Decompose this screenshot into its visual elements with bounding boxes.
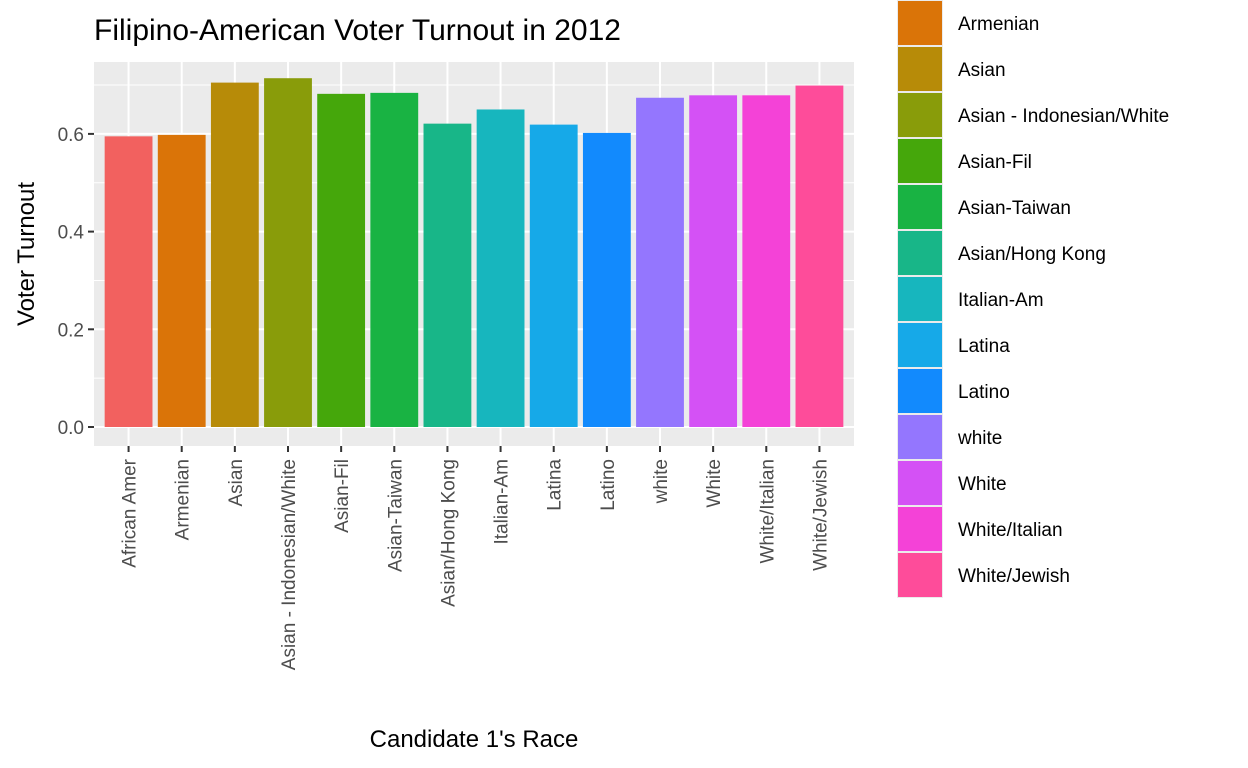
y-tick-label: 0.4 (58, 223, 85, 244)
legend-swatch (898, 139, 942, 183)
x-tick-label: white (651, 459, 672, 504)
bar (264, 78, 312, 427)
bar (636, 97, 684, 427)
bar (742, 95, 791, 427)
legend-label: Asian (958, 60, 1006, 81)
x-tick-label: Armenian (173, 459, 194, 540)
bar (317, 93, 366, 427)
bar (370, 92, 419, 427)
chart-title: Filipino-American Voter Turnout in 2012 (94, 14, 621, 47)
x-axis: African Amer Armenian Asian Asian - Indones… (120, 446, 831, 670)
legend-label: Asian/Hong Kong (958, 244, 1106, 265)
legend-swatch (898, 47, 942, 91)
x-tick-label: Latino (598, 459, 619, 511)
legend-label: Italian-Am (958, 290, 1044, 311)
legend-label: Asian-Taiwan (958, 198, 1071, 219)
bar (795, 85, 844, 427)
x-tick-label: Asian-Fil (332, 459, 353, 533)
legend-label: White/Italian (958, 520, 1063, 541)
y-tick-label: 0.6 (58, 125, 84, 146)
legend-swatch (898, 507, 942, 551)
bars (104, 78, 844, 428)
legend-label: white (957, 428, 1002, 449)
x-tick-label: Asian-Taiwan (385, 459, 406, 572)
legend-label: Latina (958, 336, 1010, 357)
x-axis-label: Candidate 1's Race (370, 726, 579, 753)
bar (104, 136, 153, 427)
bar (423, 123, 472, 427)
legend-swatch (898, 185, 942, 229)
legend-swatch (898, 415, 942, 459)
legend-swatch (898, 461, 942, 505)
y-axis-label: Voter Turnout (13, 182, 40, 326)
bar (210, 82, 259, 428)
x-tick-label: African Amer (120, 458, 141, 567)
legend-swatch (898, 231, 942, 275)
legend: Armenian Asian Asian - Indonesian/White Asi… (897, 0, 1169, 598)
x-tick-label: Asian (226, 459, 247, 507)
x-tick-label: Italian-Am (492, 459, 513, 545)
legend-label: Latino (958, 382, 1010, 403)
x-tick-label: Asian/Hong Kong (438, 459, 459, 607)
legend-label: White (958, 474, 1007, 495)
bar (476, 109, 525, 427)
bar (689, 95, 738, 427)
legend-swatch (898, 1, 942, 45)
y-axis: 0.0 0.2 0.4 0.6 (58, 125, 94, 439)
x-tick-label: White/Jewish (810, 459, 831, 571)
legend-label: White/Jewish (958, 566, 1070, 587)
legend-swatch (898, 369, 942, 413)
x-tick-label: Asian - Indonesian/White (279, 459, 300, 670)
bar (529, 124, 578, 427)
plot-panel (94, 62, 854, 446)
x-tick-label: White/Italian (757, 459, 778, 564)
bar (582, 132, 631, 427)
legend-label: Armenian (958, 14, 1039, 35)
legend-label: Asian - Indonesian/White (958, 106, 1169, 127)
legend-label: Asian-Fil (958, 152, 1032, 173)
legend-swatch (898, 93, 942, 137)
x-tick-label: Latina (545, 459, 566, 511)
legend-swatch (898, 277, 942, 321)
y-tick-label: 0.2 (58, 320, 84, 341)
x-tick-label: White (704, 459, 725, 508)
legend-swatch (898, 323, 942, 367)
legend-swatch (898, 553, 942, 597)
bar (157, 134, 206, 427)
y-tick-label: 0.0 (58, 418, 84, 439)
